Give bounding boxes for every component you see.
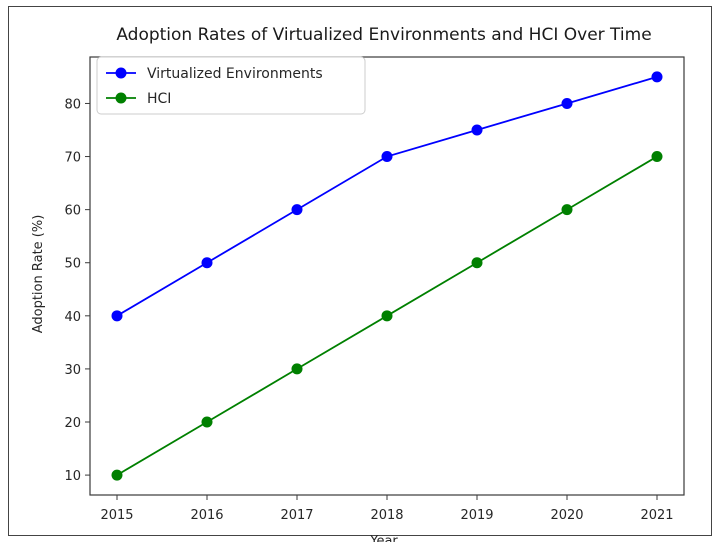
data-point-hci xyxy=(201,416,213,428)
chart-title: Adoption Rates of Virtualized Environmen… xyxy=(116,25,651,45)
y-tick-label: 50 xyxy=(64,257,81,272)
x-tick-label: 2020 xyxy=(550,508,583,523)
x-tick-label: 2021 xyxy=(640,508,673,523)
data-point-virtualized-environments xyxy=(471,124,483,136)
y-tick-label: 60 xyxy=(64,204,81,219)
data-point-virtualized-environments xyxy=(651,71,663,83)
plot-area xyxy=(89,56,685,496)
x-tick-label: 2019 xyxy=(460,508,493,523)
x-tick-label: 2018 xyxy=(370,508,403,523)
data-point-virtualized-environments xyxy=(291,204,303,216)
data-point-hci xyxy=(381,310,393,322)
series-layer xyxy=(111,71,663,481)
data-point-hci xyxy=(561,204,573,216)
legend: Virtualized Environments HCI xyxy=(96,56,366,115)
x-tick-label: 2015 xyxy=(100,508,133,523)
data-point-hci xyxy=(651,151,663,163)
data-point-virtualized-environments xyxy=(111,310,123,322)
x-axis-ticks: 2015 2016 2017 2018 2019 2020 2021 xyxy=(100,495,674,523)
data-point-hci xyxy=(471,257,483,269)
legend-entries: Virtualized Environments HCI xyxy=(106,66,323,107)
y-axis-title: Adoption Rate (%) xyxy=(31,215,46,334)
data-point-virtualized-environments xyxy=(201,257,213,269)
data-point-hci xyxy=(291,363,303,375)
y-tick-label: 40 xyxy=(64,310,81,325)
data-point-hci xyxy=(111,469,123,481)
y-tick-label: 20 xyxy=(64,416,81,431)
legend-label-virtualized-environments: Virtualized Environments xyxy=(147,66,323,82)
legend-label-hci: HCI xyxy=(147,91,171,107)
x-tick-label: 2016 xyxy=(190,508,223,523)
y-tick-label: 30 xyxy=(64,363,81,378)
legend-marker-hci xyxy=(115,92,127,104)
x-axis-title: Year xyxy=(369,534,398,542)
data-point-virtualized-environments xyxy=(381,151,393,163)
y-tick-label: 10 xyxy=(64,469,81,484)
legend-box xyxy=(96,56,366,115)
x-tick-label: 2017 xyxy=(280,508,313,523)
y-tick-label: 70 xyxy=(64,151,81,166)
data-point-virtualized-environments xyxy=(561,97,573,109)
y-tick-label: 80 xyxy=(64,97,81,112)
legend-marker-virtualized-environments xyxy=(115,67,127,79)
y-axis-ticks: 10 20 30 40 50 60 70 80 xyxy=(64,97,90,484)
